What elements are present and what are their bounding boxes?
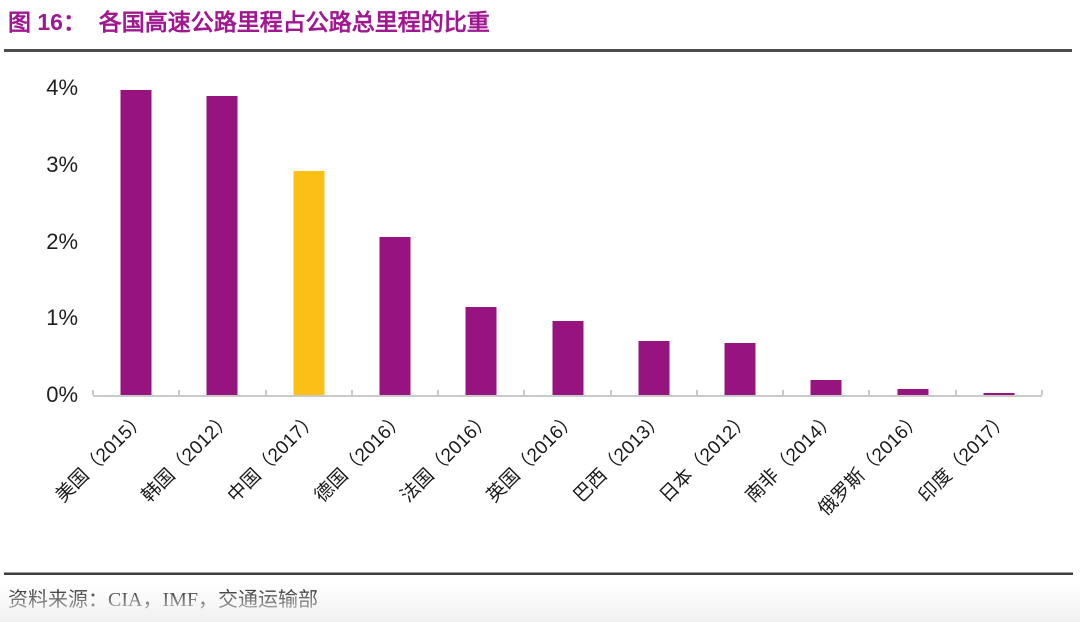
x-axis-labels: 美国（2015） 韩国（2012） 中国（2017） 德国（2016） 法国（2016）… <box>52 397 1042 562</box>
y-tick-label: 3% <box>46 151 78 177</box>
x-category-label: 英国（2016） <box>483 408 582 507</box>
chart-bar <box>206 95 238 395</box>
axis-tick <box>350 390 353 395</box>
chart-bar <box>293 170 325 395</box>
axis-tick <box>695 390 698 395</box>
plot-area <box>92 88 1043 397</box>
x-category-label: 美国（2015） <box>51 408 151 507</box>
axis-tick <box>178 390 181 395</box>
chart-bar <box>465 306 497 395</box>
figure-title: 图 16： 各国高速公路里程占公路总里程的比重 <box>8 9 490 35</box>
chart-bar <box>810 379 842 395</box>
chart-bar <box>552 321 583 395</box>
y-axis: 0% 1% 2% 3% 4% <box>18 77 78 406</box>
axis-tick <box>868 390 871 395</box>
axis-tick <box>782 390 785 395</box>
source-note: 资料来源：CIA，IMF，交通运输部 <box>8 589 319 611</box>
footer-divider <box>4 572 1073 575</box>
title-divider <box>4 49 1072 52</box>
x-category-label: 韩国（2012） <box>138 408 237 507</box>
axis-tick <box>92 390 94 395</box>
chart-bar <box>897 388 929 395</box>
axis-tick <box>1041 390 1043 395</box>
y-tick-label: 0% <box>46 382 78 407</box>
chart-bar <box>120 90 152 395</box>
chart-bar <box>638 341 670 395</box>
x-category-label: 印度（2017） <box>914 408 1014 507</box>
y-tick-label: 2% <box>46 228 78 254</box>
axis-tick <box>954 390 957 395</box>
x-category-label: 巴西（2013） <box>569 408 668 507</box>
axis-tick <box>523 390 526 395</box>
y-tick-label: 1% <box>46 305 78 331</box>
x-category-label: 德国（2016） <box>310 408 410 507</box>
y-tick-label: 4% <box>46 75 78 100</box>
chart-bar <box>724 342 756 395</box>
x-category-label: 日本（2012） <box>655 408 755 507</box>
chart-bar <box>379 236 411 395</box>
x-category-label: 中国（2017） <box>224 408 323 507</box>
axis-tick <box>264 390 267 395</box>
x-category-label: 法国（2016） <box>396 408 496 507</box>
axis-tick <box>437 390 440 395</box>
axis-tick <box>609 390 612 395</box>
chart-bar <box>983 392 1015 395</box>
